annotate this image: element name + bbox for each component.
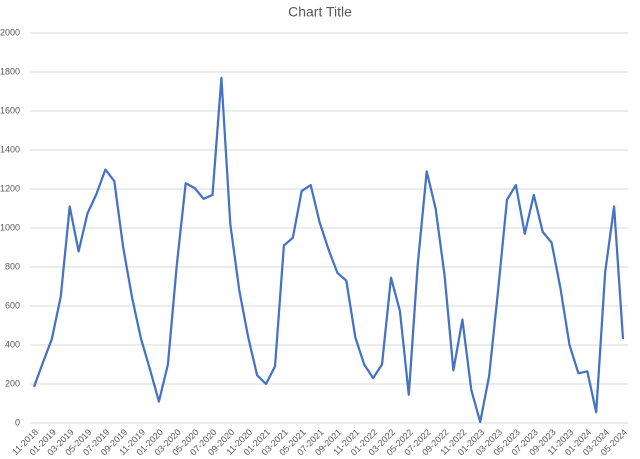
y-tick-label: 600 — [5, 300, 20, 310]
y-tick-label: 1000 — [0, 222, 20, 232]
y-tick-label: 800 — [5, 261, 20, 271]
y-tick-label: 1600 — [0, 105, 20, 115]
y-tick-label: 1400 — [0, 144, 20, 154]
y-tick-label: 1200 — [0, 183, 20, 193]
data-line — [32, 76, 625, 424]
y-tick-label: 2000 — [0, 27, 20, 37]
y-tick-label: 200 — [5, 378, 20, 388]
y-tick-label: 1800 — [0, 66, 20, 76]
y-tick-label: 400 — [5, 339, 20, 349]
y-tick-label: 0 — [15, 417, 20, 427]
chart-title: Chart Title — [288, 4, 352, 20]
